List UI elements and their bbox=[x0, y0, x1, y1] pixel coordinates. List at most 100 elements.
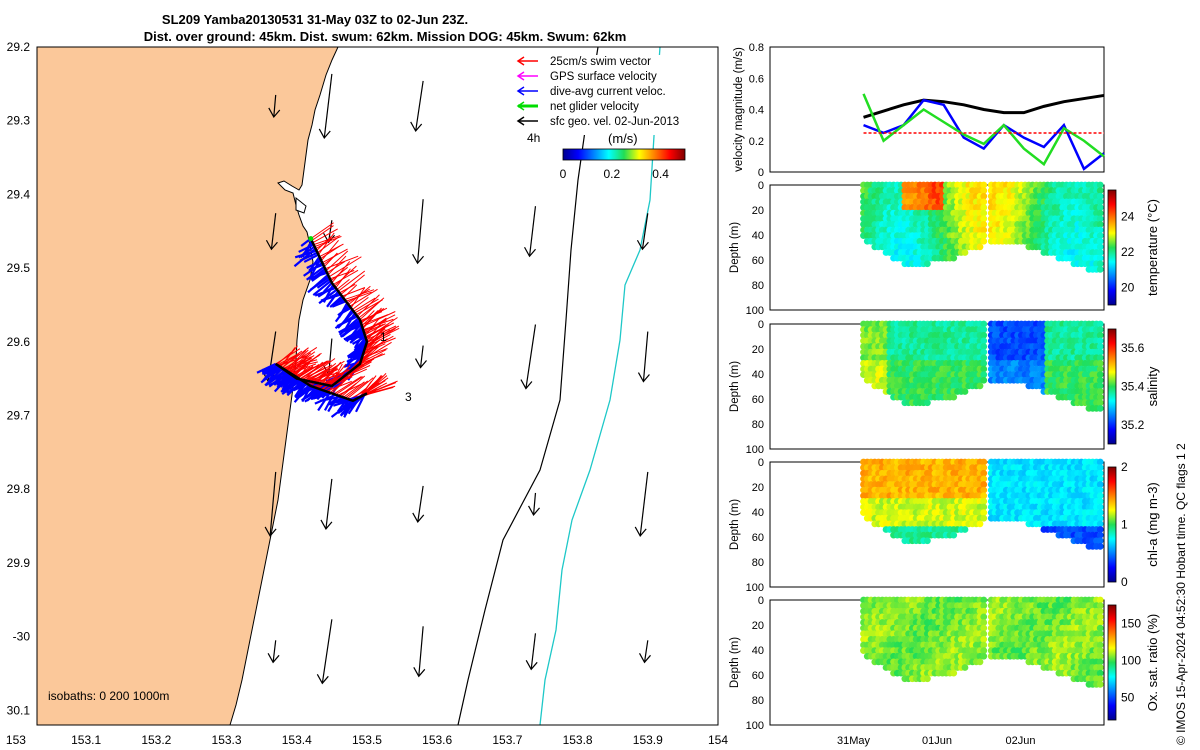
data-cell bbox=[1096, 365, 1104, 373]
data-cell bbox=[1096, 469, 1104, 477]
current-vector bbox=[310, 389, 325, 400]
heatmap-cbar-label: temperature (°C) bbox=[1145, 199, 1160, 296]
current-vector bbox=[299, 386, 316, 397]
legend-swatch-head bbox=[516, 56, 525, 66]
map-y-tick-label: 29.9 bbox=[7, 556, 31, 570]
map-x-tick-label: 153.7 bbox=[492, 733, 522, 747]
swim-vector bbox=[364, 385, 396, 396]
velocity-arrow bbox=[321, 619, 333, 684]
swim-vector bbox=[359, 297, 385, 321]
map-axis-ticks: 153 153.1 153.2 153.3 153.4 153.5 153.6 153.7 15… bbox=[6, 40, 728, 747]
swim-vector bbox=[314, 373, 342, 383]
swim-vector bbox=[335, 376, 363, 396]
data-cell bbox=[1096, 331, 1104, 339]
velocity-arrow bbox=[641, 213, 649, 250]
current-vector bbox=[309, 275, 330, 291]
velocity-arrow bbox=[415, 80, 424, 132]
data-cell bbox=[950, 393, 958, 401]
data-cell bbox=[980, 181, 988, 189]
data-cell bbox=[980, 497, 988, 505]
data-cell bbox=[980, 359, 988, 367]
colorbar-tick: 20 bbox=[1121, 280, 1135, 294]
swim-vector bbox=[365, 327, 385, 345]
current-vector bbox=[263, 367, 284, 375]
data-cell bbox=[1096, 215, 1104, 223]
swim-vector bbox=[362, 307, 382, 330]
depth-tick: 20 bbox=[752, 205, 764, 217]
swim-vector bbox=[336, 278, 350, 290]
swim-vector bbox=[340, 274, 365, 295]
data-cell bbox=[1096, 596, 1104, 604]
map-y-tick-label: 29.2 bbox=[7, 40, 31, 54]
swim-vector bbox=[364, 317, 381, 337]
swim-vector bbox=[331, 371, 355, 394]
swim-vector bbox=[351, 296, 369, 311]
current-vector bbox=[282, 379, 304, 391]
swim-vector bbox=[350, 287, 366, 309]
data-cell bbox=[923, 260, 931, 268]
swim-vector bbox=[320, 245, 341, 260]
data-cell bbox=[950, 254, 958, 262]
swim-vector bbox=[343, 284, 358, 299]
velocity-arrow bbox=[417, 485, 424, 523]
depth-tick: 60 bbox=[752, 255, 764, 267]
data-cell bbox=[1096, 624, 1104, 632]
velocity-y-tick: 0.2 bbox=[749, 136, 764, 148]
current-vector bbox=[314, 286, 337, 297]
map-x-tick-label: 154 bbox=[708, 733, 728, 747]
title-line-1: SL209 Yamba20130531 31-May 03Z to 02-Jun… bbox=[161, 12, 469, 27]
velocity-arrow bbox=[643, 640, 649, 663]
heatmap-cbar-label: salinity bbox=[1145, 366, 1160, 406]
swim-vector bbox=[288, 357, 312, 373]
depth-tick: 60 bbox=[752, 394, 764, 406]
velocity-arrow-head bbox=[525, 660, 538, 671]
map-x-tick-label: 153.8 bbox=[563, 733, 593, 747]
swim-vector bbox=[320, 240, 339, 262]
data-cell bbox=[961, 388, 969, 395]
heatmap-colorbar bbox=[1107, 466, 1117, 583]
data-cell bbox=[1096, 320, 1104, 328]
map-y-tick-label: 30.1 bbox=[7, 703, 31, 717]
swim-vector bbox=[346, 377, 374, 400]
swim-vector bbox=[327, 255, 347, 276]
data-cell bbox=[976, 382, 984, 390]
data-cell bbox=[1096, 220, 1104, 228]
data-cell bbox=[980, 343, 988, 350]
swim-vector bbox=[291, 352, 311, 375]
velocity-arrow bbox=[416, 199, 424, 264]
data-cell bbox=[1096, 531, 1104, 539]
map-y-tick-label: 29.5 bbox=[7, 261, 31, 275]
data-cell bbox=[980, 337, 988, 345]
legend-swatch-head bbox=[516, 86, 525, 96]
data-cell bbox=[1096, 613, 1104, 621]
velocity-arrow-head bbox=[412, 253, 425, 265]
map-y-tick-label: 29.4 bbox=[7, 187, 31, 201]
data-cell bbox=[980, 376, 988, 384]
data-cell bbox=[1096, 664, 1104, 671]
depth-tick: 60 bbox=[752, 532, 764, 544]
swim-vector bbox=[299, 360, 331, 380]
data-cell bbox=[980, 486, 988, 494]
data-cell bbox=[980, 635, 988, 643]
data-cell bbox=[1096, 647, 1104, 655]
data-cell bbox=[980, 469, 988, 477]
swim-vector bbox=[365, 373, 387, 395]
data-cell bbox=[1096, 652, 1104, 660]
current-vector bbox=[312, 279, 332, 296]
swim-vector bbox=[332, 269, 359, 285]
swim-vector bbox=[310, 222, 334, 240]
data-cell bbox=[1096, 399, 1104, 407]
colorbar-tick-label: 0 bbox=[560, 167, 567, 181]
swim-vector bbox=[282, 356, 312, 370]
colorbar-units: (m/s) bbox=[608, 131, 638, 146]
velocity-y-tick: 0.4 bbox=[749, 105, 764, 117]
data-cell bbox=[980, 320, 988, 328]
data-cell bbox=[980, 458, 988, 466]
velocity-series-line bbox=[862, 93, 1105, 167]
velocity-arrow bbox=[418, 626, 424, 677]
colorbar-tick-label: 0.2 bbox=[603, 167, 620, 181]
data-cell bbox=[1096, 371, 1104, 379]
data-cell bbox=[1096, 343, 1104, 350]
current-vector bbox=[322, 282, 333, 293]
data-cell bbox=[980, 209, 988, 217]
